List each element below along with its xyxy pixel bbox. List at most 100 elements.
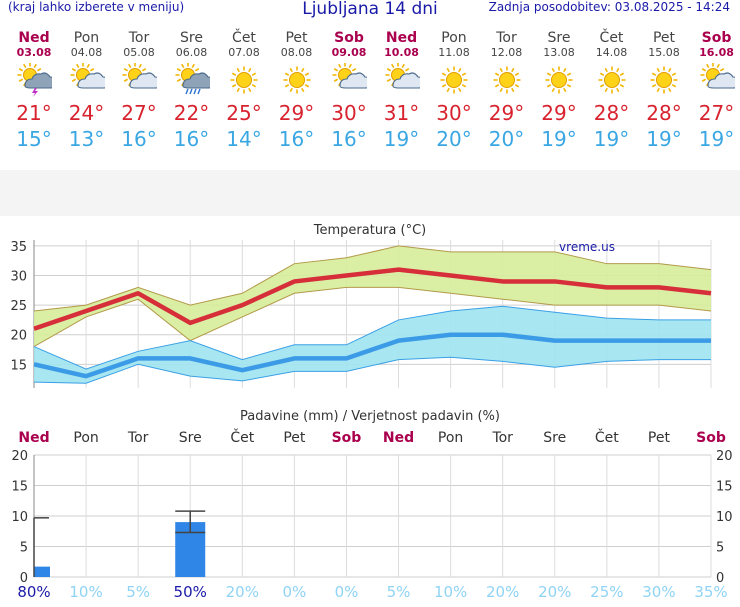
day-label: Tor <box>491 430 513 446</box>
weather-icon-slot <box>533 62 585 98</box>
precip-probability: 25% <box>590 583 623 601</box>
temp-max: 22° <box>166 100 218 126</box>
last-updated: Zadnja posodobitev: 03.08.2025 - 14:24 <box>489 0 730 14</box>
y-tick-label: 30 <box>10 270 27 285</box>
day-date: 06.08 <box>166 46 218 59</box>
sun-cloud-icon <box>121 63 157 97</box>
day-date: 15.08 <box>638 46 690 59</box>
day-name: Ned <box>376 30 428 46</box>
precip-probability: 0% <box>282 583 306 601</box>
day-name: Pet <box>638 30 690 46</box>
day-name: Pet <box>271 30 323 46</box>
day-date: 14.08 <box>586 46 638 59</box>
temp-min: 19° <box>533 126 585 152</box>
precip-probability: 80% <box>17 583 50 601</box>
weather-icon-slot <box>271 62 323 98</box>
weather-icon-slot <box>61 62 113 98</box>
temp-min: 19° <box>638 126 690 152</box>
day-date: 05.08 <box>113 46 165 59</box>
y-tick-label: 15 <box>11 480 28 495</box>
day-name: Sre <box>166 30 218 46</box>
weather-icon-slot <box>218 62 270 98</box>
day-name: Sre <box>533 30 585 46</box>
precip-probability: 5% <box>387 583 411 601</box>
temp-max: 24° <box>61 100 113 126</box>
day-name: Čet <box>218 30 270 46</box>
temp-max: 28° <box>638 100 690 126</box>
sun-icon <box>646 63 682 97</box>
sun-cloud-icon <box>699 63 735 97</box>
day-label: Ned <box>383 430 414 446</box>
y-tick-label: 10 <box>11 510 28 525</box>
weather-icon-slot <box>586 62 638 98</box>
day-name: Sob <box>691 30 740 46</box>
sun-icon <box>226 63 262 97</box>
sun-cloud-rain-icon <box>174 63 210 97</box>
temp-min: 14° <box>218 126 270 152</box>
y-tick-label: 35 <box>10 240 27 255</box>
temperature-chart-title: Temperatura (°C) <box>313 223 426 238</box>
day-label: Pet <box>283 430 306 446</box>
day-date: 09.08 <box>323 46 375 59</box>
weather-icon-slot <box>376 62 428 98</box>
precip-probability: 5% <box>126 583 150 601</box>
day-name: Čet <box>586 30 638 46</box>
day-label: Sob <box>696 430 726 446</box>
y-tick-label: 20 <box>11 449 28 464</box>
day-label: Tor <box>127 430 149 446</box>
y-tick-label-right: 20 <box>716 449 733 464</box>
day-label: Pet <box>648 430 671 446</box>
day-name: Sob <box>323 30 375 46</box>
section-divider <box>0 170 740 216</box>
precip-probability: 20% <box>538 583 571 601</box>
temp-max: 30° <box>428 100 480 126</box>
day-date: 13.08 <box>533 46 585 59</box>
sun-icon <box>436 63 472 97</box>
temp-max: 29° <box>481 100 533 126</box>
watermark: vreme.us <box>559 240 615 254</box>
temp-min: 19° <box>376 126 428 152</box>
y-tick-label: 20 <box>10 329 27 344</box>
day-label: Čet <box>230 428 254 446</box>
day-label: Ned <box>18 430 49 446</box>
precip-probability: 10% <box>69 583 102 601</box>
day-name: Pon <box>61 30 113 46</box>
weather-icon-slot <box>481 62 533 98</box>
sun-cloud-icon <box>384 63 420 97</box>
temp-max: 31° <box>376 100 428 126</box>
day-name: Ned <box>8 30 60 46</box>
day-date: 12.08 <box>481 46 533 59</box>
temp-max: 27° <box>113 100 165 126</box>
weather-icon-slot <box>638 62 690 98</box>
temp-max: 28° <box>586 100 638 126</box>
temp-min: 15° <box>8 126 60 152</box>
sun-icon <box>594 63 630 97</box>
day-label: Sre <box>543 430 566 446</box>
y-tick-label: 15 <box>10 358 27 373</box>
day-name: Tor <box>481 30 533 46</box>
weather-icon-slot <box>428 62 480 98</box>
y-tick-label-right: 5 <box>716 541 724 556</box>
precip-probability: 30% <box>642 583 675 601</box>
weather-icon-slot <box>113 62 165 98</box>
day-label: Sre <box>179 430 202 446</box>
temp-min: 20° <box>428 126 480 152</box>
day-date: 04.08 <box>61 46 113 59</box>
sun-cloud-thunder-icon <box>16 63 52 97</box>
day-label: Pon <box>73 430 98 446</box>
day-name: Tor <box>113 30 165 46</box>
precipitation-chart: Padavine (mm) / Verjetnost padavin (%)Ne… <box>0 400 740 607</box>
weather-icon-slot <box>691 62 740 98</box>
